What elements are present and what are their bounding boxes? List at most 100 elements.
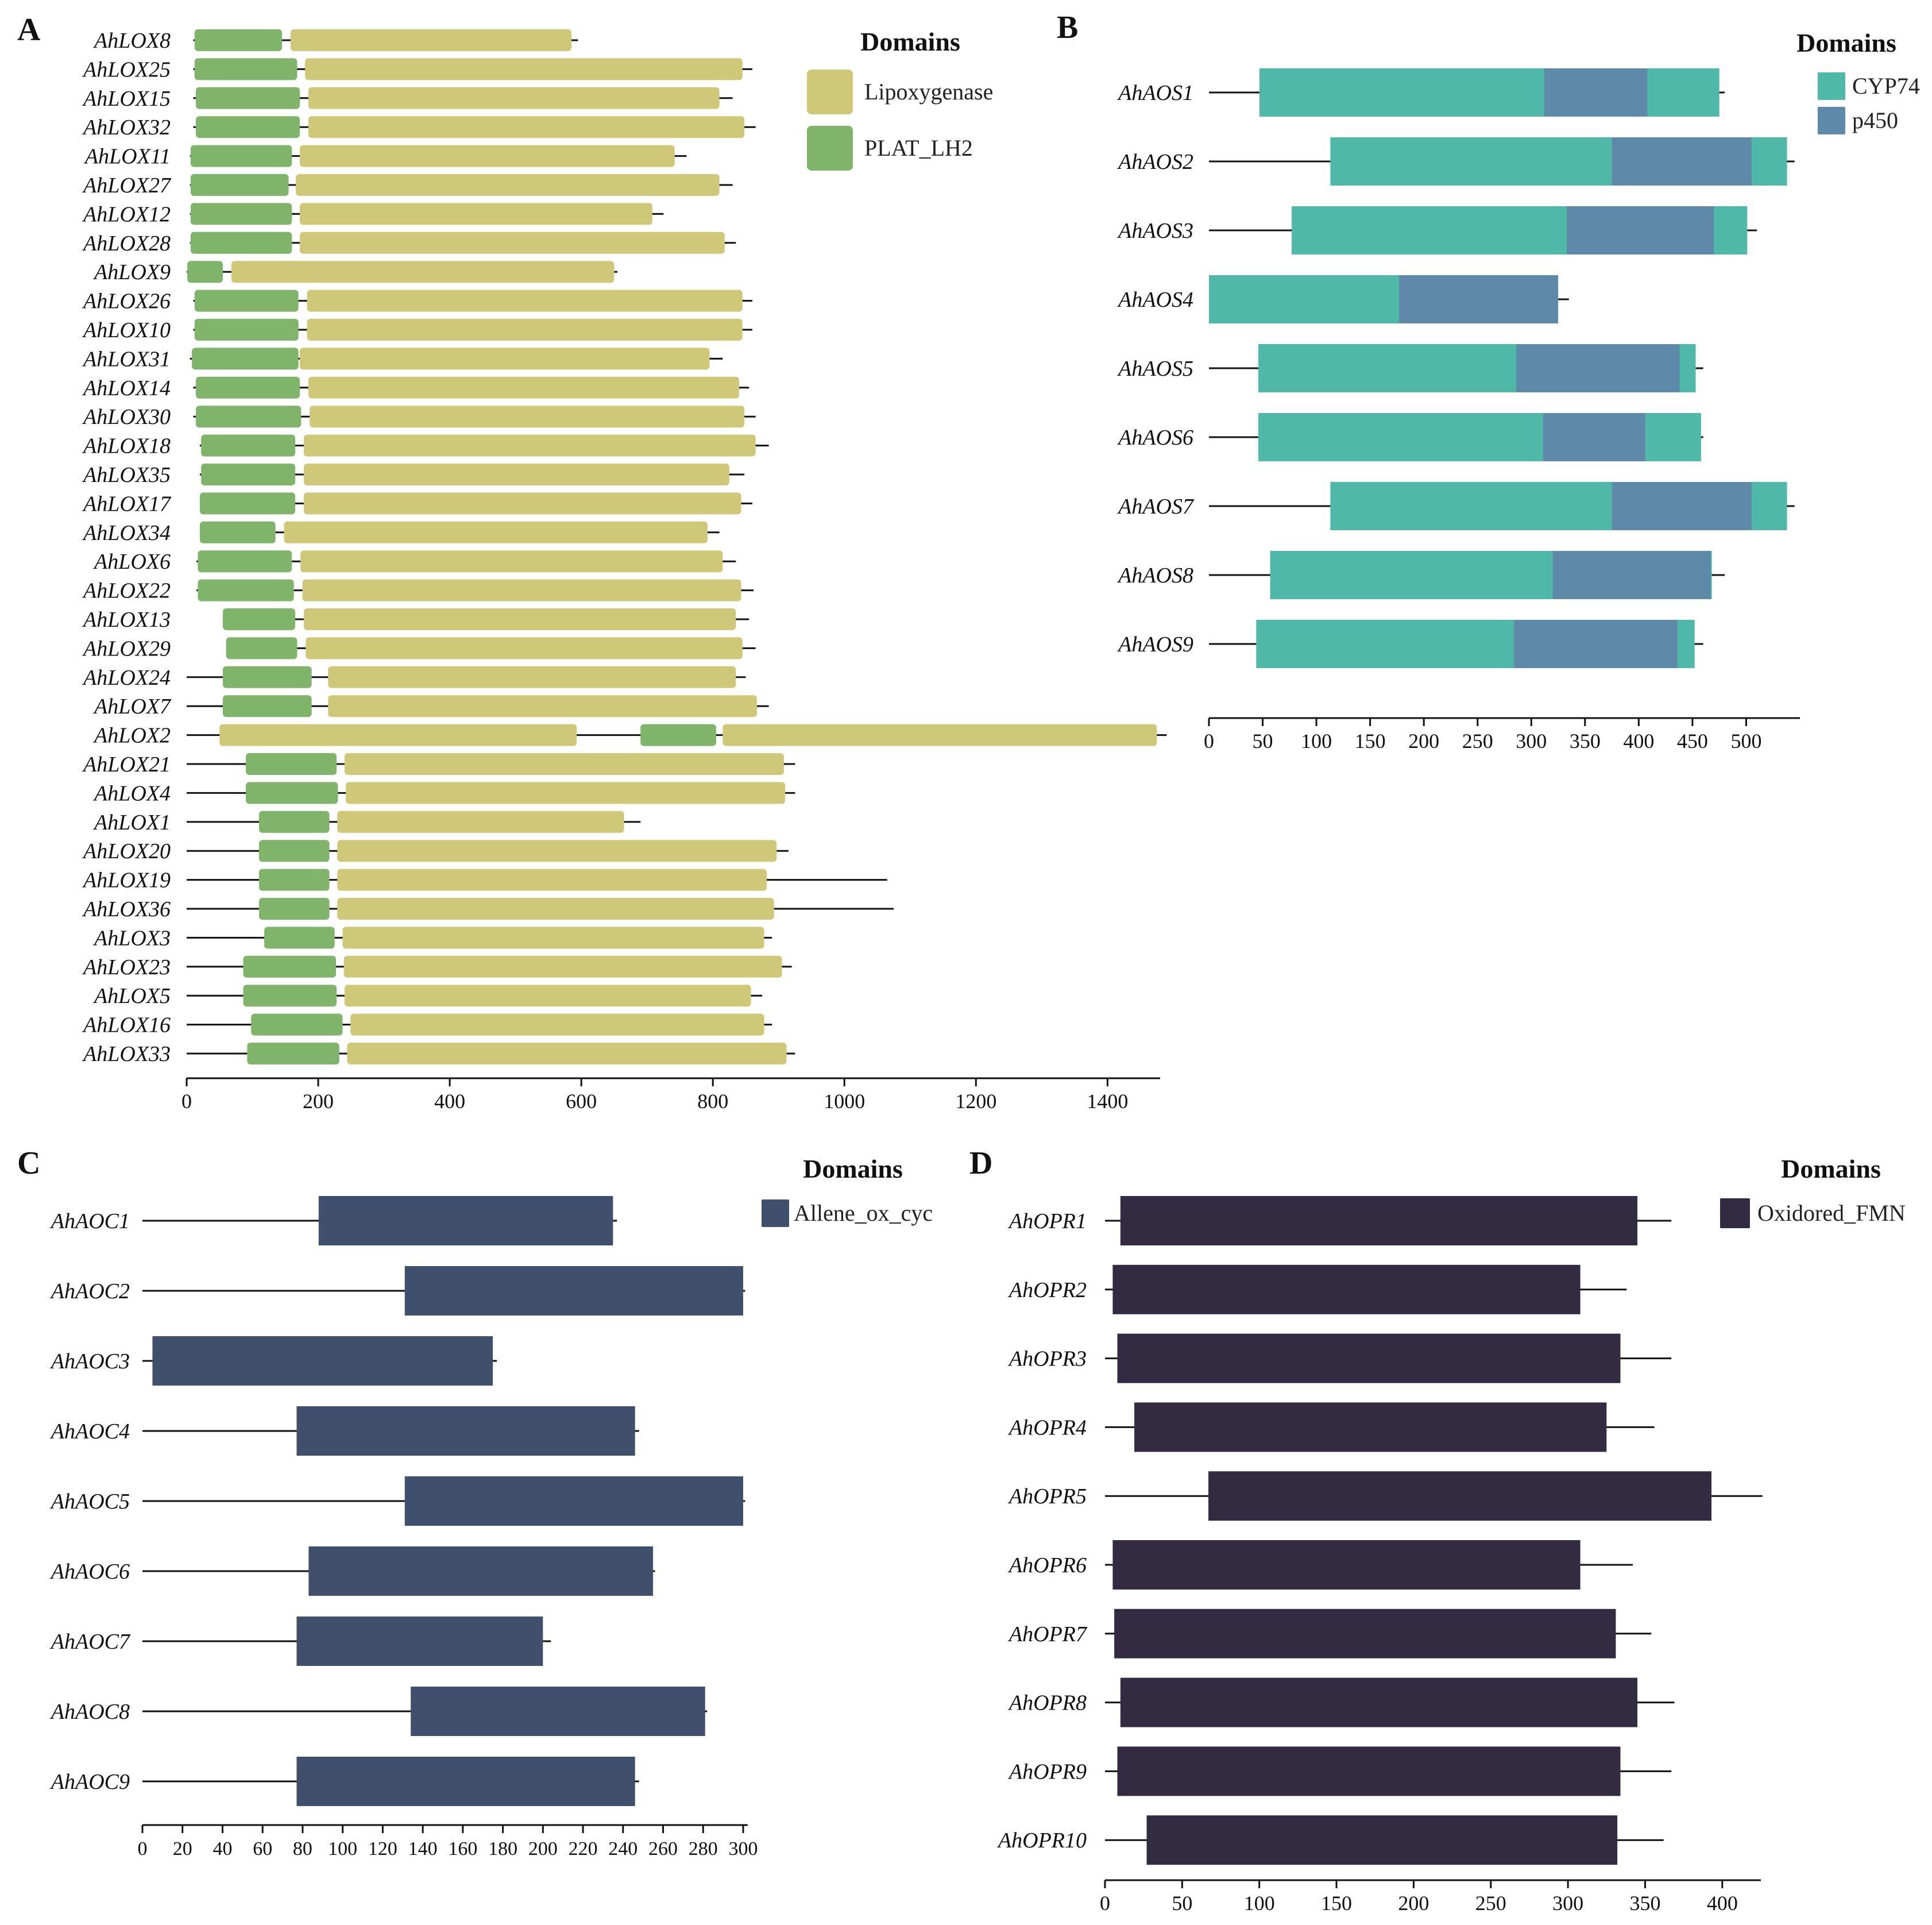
x-tick-label: 600	[566, 1090, 597, 1113]
x-tick-label: 60	[253, 1838, 272, 1860]
gene-label: AhAOS3	[1116, 219, 1193, 243]
x-tick-label: 300	[729, 1838, 758, 1860]
gene-row-ahopr9: AhOPR9	[1007, 1746, 1672, 1796]
domain-p450	[1399, 275, 1559, 323]
domain-plat-lh2	[196, 406, 302, 428]
gene-label: AhAOS1	[1116, 81, 1193, 105]
domain-plat-lh2	[222, 608, 295, 630]
gene-label: AhOPR5	[1007, 1484, 1087, 1509]
gene-row-ahlox31: AhLOX31	[82, 347, 723, 371]
gene-row-ahlox22: AhLOX22	[82, 579, 754, 603]
x-tick-label: 200	[1408, 730, 1439, 753]
gene-label: AhLOX24	[82, 666, 171, 690]
domain-plat-lh2	[190, 232, 292, 254]
gene-row-ahlox32: AhLOX32	[82, 115, 756, 140]
x-axis: 0 50 100 150 200 250 300 350 400 450 500	[1204, 717, 1800, 753]
domain-lipoxygenase	[337, 898, 774, 920]
domain-plat-lh2	[640, 724, 716, 746]
x-tick-label: 150	[1321, 1892, 1352, 1915]
gene-label: AhLOX35	[82, 463, 171, 487]
gene-row-ahlox36: AhLOX36	[82, 897, 894, 921]
domain-oxidored-fmn	[1117, 1333, 1621, 1383]
gene-row-ahlox4: AhLOX4	[92, 781, 795, 805]
gene-label: AhLOX34	[82, 521, 171, 545]
domain-plat-lh2	[258, 811, 330, 833]
gene-row-ahlox26: AhLOX26	[82, 290, 752, 314]
domain-plat-lh2	[258, 898, 330, 920]
legend-swatch-allene-ox-cyc	[762, 1199, 789, 1227]
x-tick-label: 800	[697, 1090, 728, 1113]
gene-row-ahlox19: AhLOX19	[82, 869, 887, 893]
domain-plat-lh2	[198, 579, 294, 601]
domain-lipoxygenase	[299, 232, 725, 254]
panel-letter-a: A	[17, 12, 41, 48]
gene-row-ahlox28: AhLOX28	[82, 232, 736, 256]
gene-row-ahlox9: AhLOX9	[92, 260, 618, 284]
gene-label: AhLOX16	[82, 1013, 171, 1037]
domain-plat-lh2	[258, 840, 330, 862]
domain-allene-ox-cyc	[296, 1757, 635, 1806]
gene-row-ahopr3: AhOPR3	[1007, 1333, 1672, 1383]
gene-label: AhLOX31	[82, 347, 171, 371]
panel-letter-d: D	[969, 1145, 992, 1181]
legend-swatch-plat-lh2	[807, 126, 853, 171]
domain-p450	[1516, 344, 1680, 392]
domain-p450	[1514, 620, 1678, 668]
panel-a: A Domains Lipoxygenase PLAT_LH2 AhLOX8 AhLOX2…	[17, 12, 1167, 1113]
gene-label: AhLOX36	[82, 897, 171, 921]
domain-allene-ox-cyc	[411, 1687, 705, 1736]
domain-allene-ox-cyc	[404, 1476, 743, 1526]
gene-label: AhLOX20	[82, 839, 171, 863]
gene-label: AhLOX32	[82, 115, 171, 140]
gene-label: AhAOS5	[1116, 357, 1193, 381]
gene-row-ahlox2: AhLOX2	[92, 724, 1167, 748]
domain-plat-lh2	[194, 58, 297, 80]
legend-swatch-lipoxygenase	[807, 70, 853, 114]
gene-row-ahaoc6: AhAOC6	[49, 1546, 655, 1596]
x-tick-label: 300	[1552, 1892, 1583, 1915]
x-tick-label: 180	[488, 1838, 517, 1860]
x-tick-label: 80	[293, 1838, 312, 1860]
gene-row-ahopr8: AhOPR8	[1007, 1677, 1675, 1727]
domain-plat-lh2	[194, 319, 299, 341]
x-tick-label: 500	[1730, 730, 1761, 753]
gene-row-ahopr2: AhOPR2	[1007, 1264, 1627, 1314]
domain-lipoxygenase	[303, 464, 729, 485]
domain-plat-lh2	[199, 521, 276, 543]
legend-title: Domains	[803, 1154, 903, 1183]
gene-row-ahlox27: AhLOX27	[82, 173, 733, 198]
domain-lipoxygenase	[344, 985, 751, 1007]
x-tick-label: 20	[173, 1838, 192, 1860]
legend-title: Domains	[860, 27, 960, 56]
gene-label: AhAOC9	[49, 1770, 130, 1794]
gene-row-ahlox23: AhLOX23	[82, 955, 792, 979]
domain-plat-lh2	[246, 753, 337, 775]
gene-row-ahaos1: AhAOS1	[1116, 68, 1725, 117]
gene-row-ahlox8: AhLOX8	[92, 29, 578, 53]
domain-plat-lh2	[243, 985, 337, 1007]
gene-row-ahaos8: AhAOS8	[1116, 551, 1725, 599]
domain-lipoxygenase	[306, 637, 743, 659]
gene-row-ahlox15: AhLOX15	[82, 87, 733, 111]
domain-lipoxygenase	[302, 579, 741, 601]
x-tick-label: 1400	[1087, 1090, 1128, 1113]
domain-plat-lh2	[251, 1013, 343, 1036]
domain-lipoxygenase	[303, 434, 756, 457]
gene-row-ahlox30: AhLOX30	[82, 405, 756, 429]
gene-label: AhAOS9	[1116, 632, 1193, 657]
gene-row-ahopr7: AhOPR7	[1007, 1608, 1652, 1658]
gene-label: AhOPR8	[1007, 1691, 1087, 1715]
x-tick-label: 50	[1253, 730, 1273, 753]
domain-allene-ox-cyc	[152, 1336, 493, 1386]
x-tick-label: 140	[408, 1838, 438, 1860]
gene-row-ahaoc2: AhAOC2	[49, 1266, 745, 1316]
gene-label: AhLOX30	[82, 405, 171, 429]
gene-label: AhAOC4	[49, 1419, 130, 1444]
gene-row-ahaoc3: AhAOC3	[49, 1336, 497, 1386]
gene-label: AhAOC2	[49, 1279, 130, 1303]
panel-letter-b: B	[1057, 10, 1078, 45]
domain-lipoxygenase	[337, 840, 777, 862]
domain-allene-ox-cyc	[404, 1266, 743, 1316]
gene-row-ahopr10: AhOPR10	[996, 1815, 1664, 1865]
domain-lipoxygenase	[308, 116, 745, 138]
